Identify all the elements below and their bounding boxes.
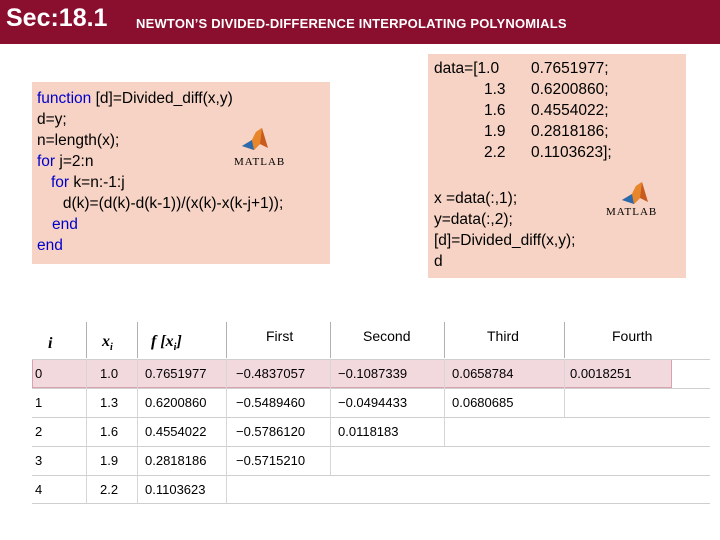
header-separator bbox=[444, 322, 445, 358]
column-divider bbox=[226, 359, 227, 503]
code-line-7: end bbox=[52, 216, 78, 233]
table-cell: −0.4837057 bbox=[236, 366, 306, 381]
data-row-4-x: 2.2 bbox=[484, 144, 506, 161]
table-cell: 0.0018251 bbox=[570, 366, 632, 381]
matlab-logo-text: MATLAB bbox=[234, 156, 286, 168]
table-cell: 2.2 bbox=[100, 482, 119, 497]
table-cell: 0.0658784 bbox=[452, 366, 514, 381]
row-divider bbox=[32, 359, 710, 360]
table-cell: 0.6200860 bbox=[145, 395, 207, 410]
table-cell: 1.6 bbox=[100, 424, 119, 439]
row-divider bbox=[32, 388, 710, 389]
header-separator bbox=[226, 322, 227, 358]
script-line-2: y=data(:,2); bbox=[434, 211, 513, 228]
data-row-3-x: 1.9 bbox=[484, 123, 506, 140]
data-row-2-y: 0.4554022; bbox=[531, 102, 609, 119]
matlab-logo: MATLAB bbox=[234, 126, 284, 168]
header-separator bbox=[137, 322, 138, 358]
header-separator bbox=[564, 322, 565, 358]
table-cell: 3 bbox=[35, 453, 43, 468]
table-cell: −0.0494433 bbox=[338, 395, 408, 410]
data-row-3-y: 0.2818186; bbox=[531, 123, 609, 140]
script-line-3: [d]=Divided_diff(x,y); bbox=[434, 232, 576, 249]
column-divider bbox=[330, 359, 331, 475]
code-line-6: d(k)=(d(k)-d(k-1))/(x(k)-x(k-j+1)); bbox=[37, 195, 284, 212]
data-row-1-y: 0.6200860; bbox=[531, 81, 609, 98]
matlab-logo-text: MATLAB bbox=[606, 206, 658, 218]
script-line-4: d bbox=[434, 253, 443, 270]
header-fourth: Fourth bbox=[612, 328, 653, 344]
header-separator bbox=[86, 322, 87, 358]
table-cell: 0.4554022 bbox=[145, 424, 207, 439]
table-cell: 1.0 bbox=[100, 366, 119, 381]
code-line-5: for k=n:-1:j bbox=[51, 174, 125, 191]
header-f: f [xi] bbox=[151, 333, 182, 354]
header-second: Second bbox=[363, 328, 411, 344]
code-line-1: function [d]=Divided_diff(x,y) bbox=[37, 90, 233, 107]
column-divider bbox=[444, 359, 445, 446]
table-cell: −0.5489460 bbox=[236, 395, 306, 410]
column-divider bbox=[86, 359, 87, 503]
script-line-1: x =data(:,1); bbox=[434, 190, 518, 207]
matlab-logo: MATLAB bbox=[606, 180, 656, 218]
data-row-0: data=[1.0 bbox=[434, 60, 500, 77]
column-divider bbox=[137, 359, 138, 503]
table-cell: 1.9 bbox=[100, 453, 119, 468]
header-first: First bbox=[266, 328, 294, 344]
data-row-1-x: 1.3 bbox=[484, 81, 506, 98]
header-separator bbox=[330, 322, 331, 358]
highlighted-row bbox=[32, 359, 672, 388]
table-cell: 2 bbox=[35, 424, 43, 439]
table-cell: 0.0118183 bbox=[338, 424, 399, 439]
row-divider bbox=[32, 446, 710, 447]
code-line-2: d=y; bbox=[37, 111, 67, 128]
data-row-0-y: 0.7651977; bbox=[531, 60, 609, 77]
table-cell: 4 bbox=[35, 482, 43, 497]
data-row-4-y: 0.1103623]; bbox=[531, 144, 612, 161]
table-cell: 0 bbox=[35, 366, 43, 381]
table-cell: 0.7651977 bbox=[145, 366, 207, 381]
section-title: Sec:18.1 bbox=[6, 4, 108, 32]
table-cell: 1 bbox=[35, 395, 43, 410]
code-line-4: for j=2:n bbox=[37, 153, 94, 170]
column-divider bbox=[564, 359, 565, 417]
table-cell: −0.5715210 bbox=[236, 453, 306, 468]
code-line-3: n=length(x); bbox=[37, 132, 120, 149]
header-i: i bbox=[48, 335, 53, 352]
row-divider bbox=[32, 503, 710, 504]
table-cell: −0.1087339 bbox=[338, 366, 408, 381]
table-cell: 0.0680685 bbox=[452, 395, 514, 410]
section-subtitle: NEWTON’S DIVIDED-DIFFERENCE INTERPOLATIN… bbox=[136, 16, 567, 31]
code-line-8: end bbox=[37, 237, 63, 254]
row-divider bbox=[32, 417, 710, 418]
table-cell: 1.3 bbox=[100, 395, 119, 410]
table-cell: −0.5786120 bbox=[236, 424, 306, 439]
header-third: Third bbox=[487, 328, 519, 344]
script-code-box: data=[1.0 0.7651977; 1.3 0.6200860; 1.6 … bbox=[428, 54, 686, 278]
table-cell: 0.1103623 bbox=[145, 482, 206, 497]
header-x: xi bbox=[102, 333, 113, 354]
function-code-box: function [d]=Divided_diff(x,y) d=y; n=le… bbox=[32, 82, 330, 264]
data-row-2-x: 1.6 bbox=[484, 102, 506, 119]
table-cell: 0.2818186 bbox=[145, 453, 207, 468]
slide-header: Sec:18.1 NEWTON’S DIVIDED-DIFFERENCE INT… bbox=[0, 0, 720, 44]
row-divider bbox=[32, 475, 710, 476]
